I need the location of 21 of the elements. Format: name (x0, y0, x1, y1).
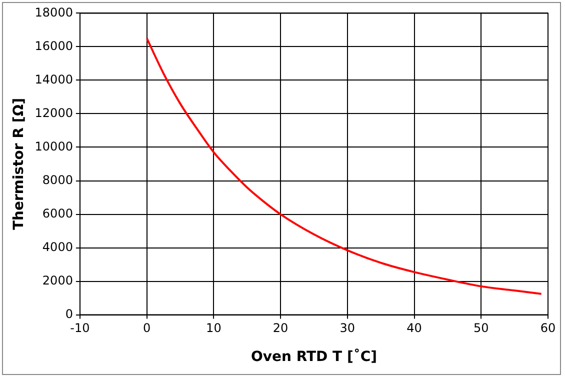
y-tick-label: 8000 (42, 172, 73, 187)
x-tick-label: 50 (474, 321, 489, 336)
y-tick-label: 2000 (42, 273, 73, 288)
x-axis-title: Oven RTD T [˚C] (250, 348, 378, 366)
x-tick-label: 60 (540, 321, 556, 336)
y-tick-label: 10000 (34, 139, 73, 154)
y-tick-label: 18000 (34, 5, 73, 20)
y-tick-label: 14000 (34, 72, 73, 86)
x-tick-label: 20 (272, 321, 288, 336)
x-tick-label: 40 (406, 321, 422, 336)
x-tick-label: -10 (70, 321, 90, 336)
x-tick-label: 10 (206, 321, 222, 336)
x-tick-label: 0 (143, 321, 151, 336)
line-series (146, 37, 542, 295)
y-tick-label: 0 (65, 306, 73, 321)
x-tick-label: 30 (340, 321, 356, 336)
y-tick-label: 4000 (42, 240, 73, 254)
y-axis-title: Thermistor R [Ω] (11, 98, 28, 230)
y-tick-label: 6000 (42, 206, 73, 220)
y-tick-label: 16000 (34, 38, 73, 53)
y-tick-label: 12000 (34, 106, 73, 120)
